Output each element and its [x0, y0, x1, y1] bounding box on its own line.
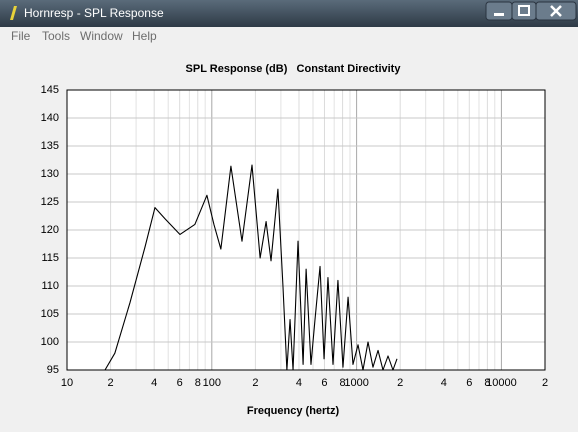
y-tick-label: 130 [41, 168, 59, 180]
maximize-icon [518, 5, 530, 16]
y-tick-label: 120 [41, 224, 59, 236]
x-tick-label: 2 [108, 377, 114, 389]
x-tick-label: 2 [542, 377, 548, 389]
y-tick-label: 125 [41, 196, 59, 208]
x-tick-label: 10 [61, 377, 73, 389]
x-tick-label: 4 [441, 377, 447, 389]
chart: SPL Response (dB) Constant Directivity F… [41, 63, 548, 417]
x-axis-label: Frequency (hertz) [247, 405, 340, 417]
series-line [104, 164, 398, 371]
x-tick-label: 2 [252, 377, 258, 389]
title-bar: Hornresp - SPL Response [0, 0, 578, 27]
x-tick-label: 8 [340, 377, 346, 389]
x-tick-label: 4 [296, 377, 302, 389]
minimize-button[interactable] [485, 1, 513, 21]
plot-border [66, 89, 546, 371]
x-tick-label: 2 [397, 377, 403, 389]
y-tick-label: 135 [41, 140, 59, 152]
menu-item[interactable]: Window [80, 29, 123, 43]
menu-bar: File Tools Window Help [0, 27, 578, 45]
menu-item[interactable]: Tools [42, 29, 71, 43]
window-title: Hornresp - SPL Response [24, 6, 164, 20]
close-icon [550, 5, 562, 17]
x-tick-label: 10000 [486, 377, 517, 389]
y-tick-label: 115 [41, 252, 59, 264]
x-tick-label: 6 [177, 377, 183, 389]
y-tick-label: 140 [41, 112, 59, 124]
title-bar-art [10, 1, 577, 21]
x-tick-label: 4 [151, 377, 157, 389]
x-tick-label: 6 [321, 377, 327, 389]
y-tick-label: 110 [41, 280, 59, 292]
x-tick-label: 100 [203, 377, 221, 389]
y-tick-label: 105 [41, 308, 59, 320]
chart-title: SPL Response (dB) Constant Directivity [186, 63, 402, 75]
maximize-button[interactable] [511, 1, 537, 21]
x-tick-label: 8 [195, 377, 201, 389]
x-tick-label: 6 [466, 377, 472, 389]
x-tick-label: 8 [484, 377, 490, 389]
x-tick-label: 1000 [344, 377, 368, 389]
menu-item[interactable]: File [11, 29, 31, 43]
y-tick-label: 145 [41, 84, 59, 96]
y-tick-label: 95 [47, 364, 59, 376]
menu-item[interactable]: Help [132, 29, 157, 43]
app-icon [10, 6, 17, 20]
y-tick-label: 100 [41, 336, 59, 348]
minimize-icon [494, 13, 504, 16]
